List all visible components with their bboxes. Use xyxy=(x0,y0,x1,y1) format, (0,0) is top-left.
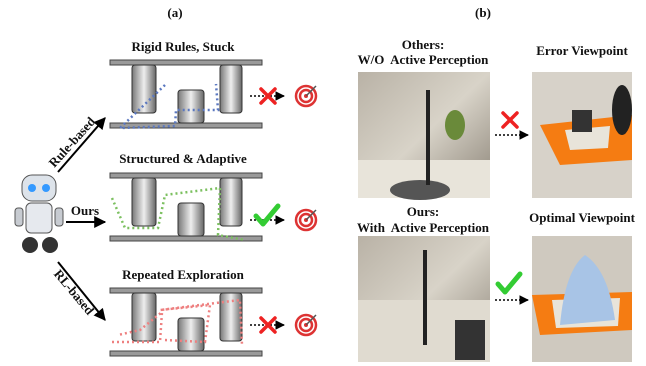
fail-icon xyxy=(503,113,517,127)
scene-image xyxy=(358,72,490,200)
shelf xyxy=(110,288,262,356)
method-label: Ours xyxy=(71,203,99,218)
row-title: Repeated Exploration xyxy=(122,267,244,282)
shelf xyxy=(110,60,262,128)
method-label: Rule-based xyxy=(46,113,99,170)
group-label: Ours: xyxy=(407,204,440,219)
target-icon xyxy=(296,210,316,230)
target-icon xyxy=(296,315,316,335)
figure: (a) (b) Rule-based Ours RL-based Rigid R… xyxy=(0,0,646,366)
result-label: Optimal Viewpoint xyxy=(529,210,635,225)
setting-label: W/O Active Perception xyxy=(358,52,490,67)
success-icon xyxy=(498,274,520,292)
result-label: Error Viewpoint xyxy=(536,43,628,58)
scene-image xyxy=(358,236,490,362)
group-label: Others: xyxy=(402,37,445,52)
panel-label: (b) xyxy=(475,5,491,20)
setting-label: With Active Perception xyxy=(357,220,490,235)
panel-label: (a) xyxy=(167,5,182,20)
row-title: Rigid Rules, Stuck xyxy=(132,39,236,54)
method-label: RL-based xyxy=(51,266,98,318)
robot-icon xyxy=(15,175,63,253)
row-title: Structured & Adaptive xyxy=(119,151,247,166)
success-icon xyxy=(256,206,278,224)
target-icon xyxy=(296,86,316,106)
scene-image xyxy=(532,72,632,198)
shelf xyxy=(110,173,262,241)
scene-image xyxy=(532,236,632,362)
